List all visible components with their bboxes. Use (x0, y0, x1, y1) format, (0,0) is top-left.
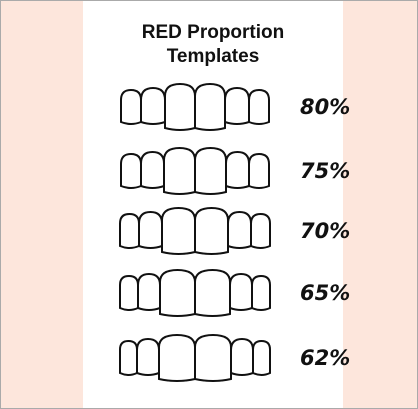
tooth (249, 90, 269, 124)
tooth (164, 148, 195, 194)
tooth (251, 214, 270, 248)
title-line: Templates (167, 46, 260, 67)
tooth (195, 335, 231, 381)
proportion-label: 80% (300, 95, 350, 119)
tooth (225, 88, 249, 124)
tooth (249, 154, 269, 188)
proportion-label: 75% (300, 159, 350, 183)
tooth (231, 339, 253, 375)
tooth (120, 214, 139, 248)
tooth (137, 339, 159, 375)
tooth (120, 276, 138, 310)
tooth (138, 274, 160, 310)
tooth (141, 88, 165, 124)
title-line: RED Proportion (142, 22, 285, 43)
tooth (160, 270, 195, 316)
tooth (139, 212, 162, 248)
tooth (230, 274, 252, 310)
tooth (195, 208, 228, 254)
proportion-label: 62% (300, 346, 350, 370)
tooth (252, 276, 270, 310)
tooth (162, 208, 195, 254)
proportion-label: 65% (300, 281, 350, 305)
proportion-label: 70% (300, 219, 350, 243)
tooth (121, 90, 141, 124)
tooth (195, 84, 225, 130)
tooth (228, 212, 251, 248)
page: RED Proportion Templates 80% 75% 70% 65% 62% (0, 0, 418, 409)
tooth (141, 152, 164, 188)
tooth (195, 270, 230, 316)
tooth (120, 341, 137, 375)
tooth (226, 152, 249, 188)
tooth (159, 335, 195, 381)
tooth (253, 341, 270, 375)
tooth (165, 84, 195, 130)
tooth (195, 148, 226, 194)
tooth (121, 154, 141, 188)
